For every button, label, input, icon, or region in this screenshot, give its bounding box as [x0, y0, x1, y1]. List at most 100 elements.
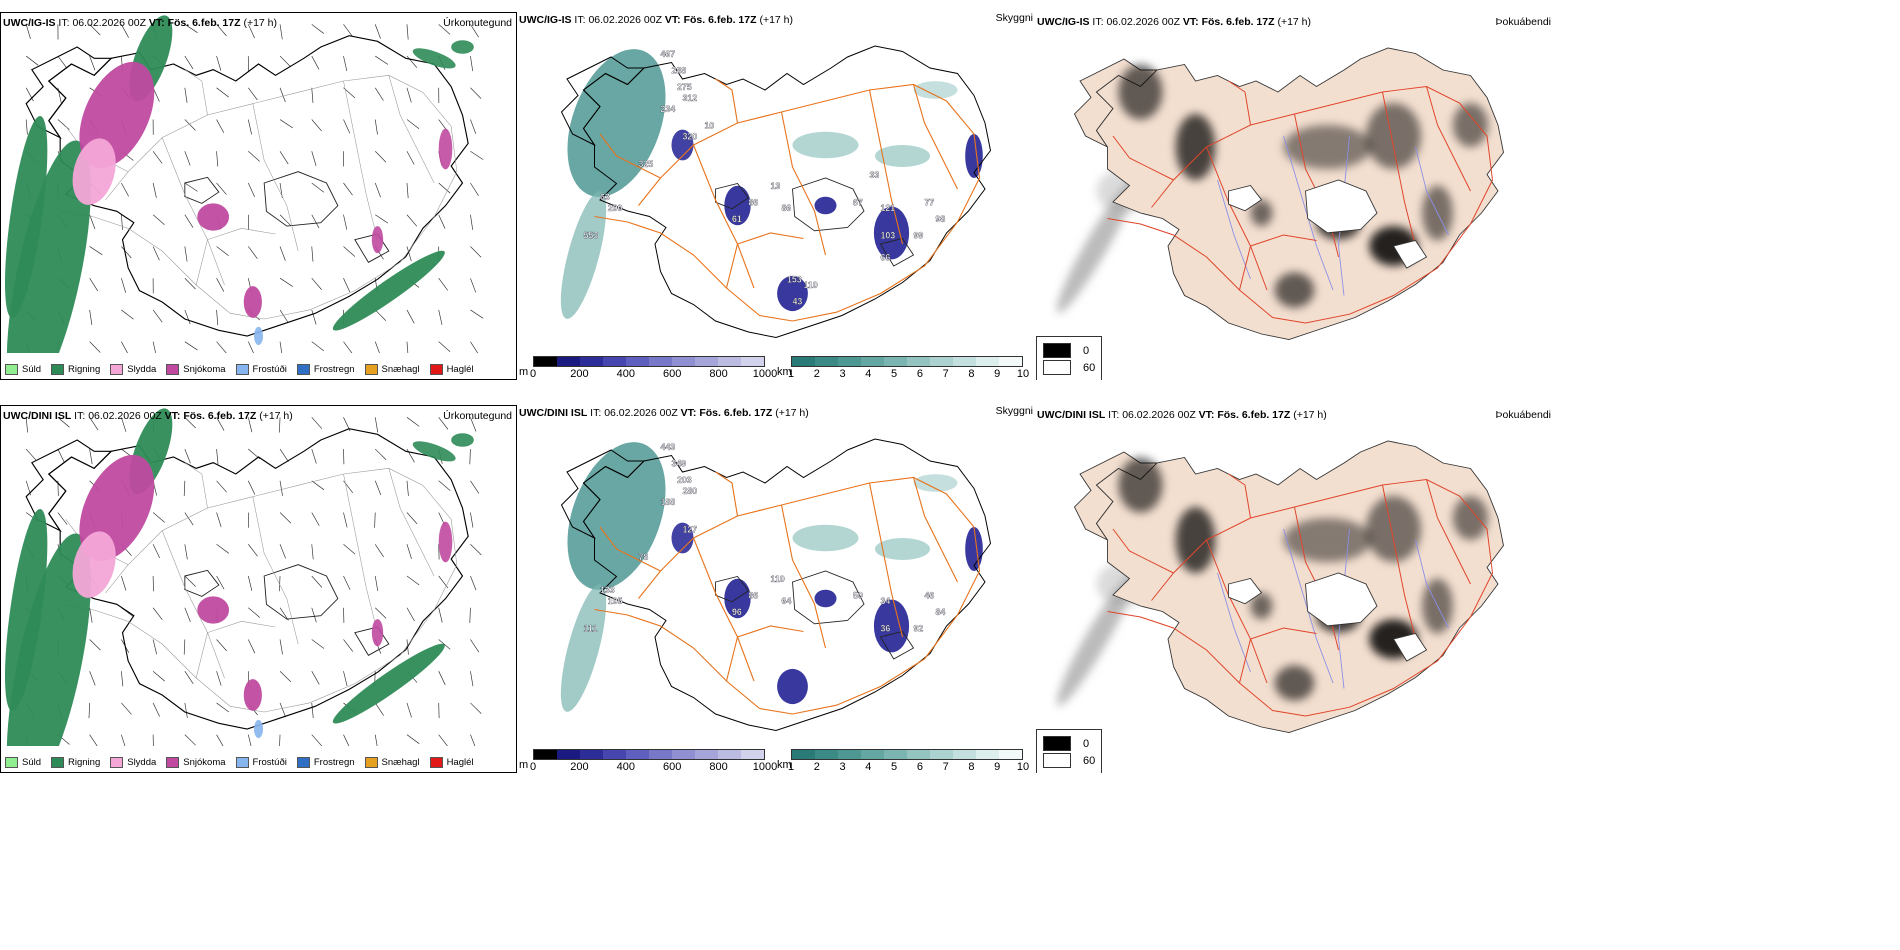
- wind-barb: [57, 512, 68, 525]
- wind-barb: [216, 575, 225, 590]
- colorbar-step: [557, 750, 580, 759]
- wind-barb: [121, 575, 127, 591]
- init-time-label: IT:: [1108, 409, 1120, 421]
- wind-barb: [216, 182, 227, 195]
- wind-barb: [311, 417, 323, 429]
- fog-legend-value: 0: [1083, 344, 1090, 357]
- wind-barb: [184, 607, 191, 622]
- wind-barb: [279, 55, 291, 68]
- legend-item: Rigning: [51, 364, 100, 375]
- colorbar-tick: 7: [942, 761, 949, 773]
- colorbar-tick: 4: [865, 761, 872, 773]
- wind-barb: [343, 87, 356, 99]
- wind-barb: [184, 734, 196, 746]
- precip-panel-title: UWC/IG-IS IT: 06.02.2026 00Z VT: Fös. 6.…: [3, 17, 277, 29]
- wind-barb: [438, 544, 440, 560]
- legend-label: Frostregn: [313, 364, 355, 375]
- valid-time-label: VT:: [1182, 16, 1199, 28]
- wind-barb: [374, 575, 379, 592]
- init-time: 06.02.2026 00Z: [1122, 409, 1196, 421]
- init-time: 06.02.2026 00Z: [588, 14, 662, 26]
- height-label: 105: [608, 596, 623, 606]
- colorbar-step: [534, 357, 557, 366]
- legend-item: Súld: [5, 757, 41, 768]
- legend-label: Frostúði: [252, 364, 287, 375]
- colorbar-step: [815, 357, 838, 366]
- wind-barb: [121, 24, 129, 38]
- wind-barb: [89, 246, 103, 256]
- wind-barb: [216, 639, 227, 652]
- colorbar-tick: 10: [1016, 761, 1030, 773]
- wind-barb: [311, 480, 325, 491]
- wind-barb: [279, 448, 289, 462]
- height-label: 98: [936, 214, 946, 224]
- height-label: 67: [853, 197, 863, 207]
- height-label: 84: [936, 607, 946, 617]
- height-label: 443: [661, 442, 676, 452]
- precip-panel-name: Úrkomutegund: [443, 410, 512, 422]
- height-label: 153: [787, 275, 802, 285]
- wind-barb: [279, 341, 283, 353]
- wind-barb: [184, 309, 191, 325]
- wind-barb: [470, 575, 477, 591]
- lead-time: (+17 h): [775, 407, 809, 419]
- wind-barb: [152, 575, 154, 592]
- fog-roads-rivers: [1107, 80, 1494, 324]
- wind-barb: [470, 639, 480, 653]
- wind-barb: [470, 182, 479, 196]
- wind-barb: [121, 607, 134, 618]
- wind-barb: [311, 182, 325, 193]
- colorbar-step: [907, 750, 930, 759]
- colorbar-tick: 200: [570, 368, 589, 380]
- wind-barb: [374, 119, 378, 135]
- wind-barb: [57, 417, 70, 428]
- model-name: UWC/IG-IS: [3, 17, 56, 29]
- wind-barb: [57, 119, 70, 130]
- precip-type-legend: Súld Rigning Slydda Snjókoma Frostúði Frostre…: [5, 757, 474, 768]
- wind-barb: [89, 449, 93, 465]
- wind-barb: [438, 87, 440, 104]
- colorbar-tick: 600: [663, 368, 682, 380]
- colorbar-unit: m: [519, 759, 529, 771]
- wind-barb: [279, 734, 281, 746]
- wind-barb: [469, 449, 471, 465]
- model-name: UWC/DINI ISL: [519, 407, 588, 419]
- valid-time: Fös. 6.feb. 17Z: [1201, 16, 1275, 28]
- colorbar-tick: 5: [891, 761, 898, 773]
- wind-barb: [89, 24, 101, 36]
- wind-barb: [311, 246, 314, 262]
- wind-barb: [374, 309, 387, 322]
- colorbar-tick: 8: [968, 761, 975, 773]
- wind-barb: [374, 417, 379, 433]
- legend-item: Haglél: [429, 757, 474, 768]
- legend-swatch: [5, 364, 18, 375]
- colorbar-step: [626, 750, 649, 759]
- colorbar-tick: 4: [865, 368, 872, 380]
- legend-swatch: [51, 364, 65, 375]
- legend-label: Snjókoma: [183, 364, 226, 375]
- fog-indicator-panel: UWC/DINI ISL IT: 06.02.2026 00Z VT: Fös.…: [1035, 405, 1555, 773]
- wind-barb: [184, 119, 196, 131]
- wind-barb: [89, 671, 96, 686]
- wind-barb: [470, 24, 479, 38]
- wind-barb: [279, 480, 283, 496]
- wind-barb: [470, 278, 477, 293]
- fog-panel-title: UWC/IG-IS IT: 06.02.2026 00Z VT: Fös. 6.…: [1037, 16, 1311, 28]
- wind-barb: [279, 119, 293, 129]
- colorbar-step: [976, 357, 999, 366]
- visibility-colorbar: 1 2 3 4 5 6 7 8 9 10 km: [777, 356, 1029, 380]
- colorbar-step: [672, 750, 695, 759]
- height-label: 234: [661, 104, 676, 114]
- legend-item: Frostregn: [296, 757, 355, 768]
- height-label: 77: [925, 197, 935, 207]
- cloud-panel-title: UWC/DINI ISL IT: 06.02.2026 00Z VT: Fös.…: [519, 407, 809, 419]
- init-time-label: IT:: [74, 410, 86, 422]
- wind-barb: [343, 151, 344, 167]
- wind-barb: [184, 512, 194, 526]
- wind-barb: [343, 214, 348, 230]
- wind-barb: [311, 151, 317, 166]
- wind-barb: [374, 151, 387, 163]
- wind-barb: [311, 607, 317, 623]
- colorbar-tick: 800: [709, 368, 728, 380]
